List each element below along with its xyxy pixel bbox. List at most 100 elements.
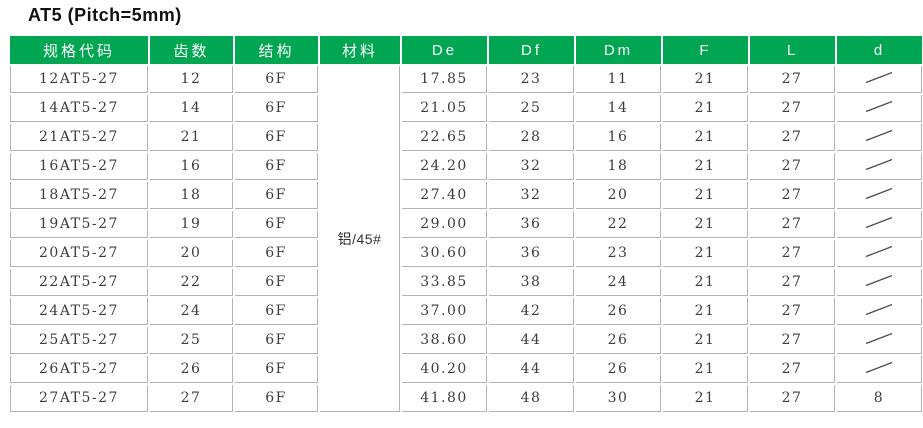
page-title: AT5 (Pitch=5mm) (28, 5, 182, 25)
cell-de: 29.00 (402, 211, 487, 238)
cell-dm: 23 (576, 240, 661, 267)
cell-f: 21 (663, 182, 748, 209)
cell-de: 33.85 (402, 269, 487, 296)
cell-structure: 6F (235, 211, 318, 238)
cell-teeth: 27 (150, 385, 233, 412)
cell-l: 27 (750, 211, 835, 238)
cell-df: 25 (489, 95, 574, 122)
cell-f: 21 (663, 240, 748, 267)
cell-df: 32 (489, 153, 574, 180)
header-cell-6: Dm (576, 36, 661, 64)
slash-icon (864, 245, 894, 258)
cell-structure: 6F (235, 240, 318, 267)
cell-teeth: 12 (150, 66, 233, 93)
header-cell-5: Df (489, 36, 574, 64)
cell-f: 21 (663, 153, 748, 180)
slash-icon (864, 187, 894, 200)
cell-code: 21AT5-27 (10, 124, 148, 151)
cell-d (837, 327, 922, 354)
cell-d (837, 240, 922, 267)
header-cell-3: 材料 (320, 36, 400, 64)
slash-icon (864, 216, 894, 229)
cell-code: 24AT5-27 (10, 298, 148, 325)
slash-icon (864, 361, 894, 374)
cell-d (837, 182, 922, 209)
cell-f: 21 (663, 66, 748, 93)
cell-df: 36 (489, 211, 574, 238)
cell-d: 8 (837, 385, 922, 412)
cell-f: 21 (663, 356, 748, 383)
cell-dm: 26 (576, 298, 661, 325)
cell-df: 38 (489, 269, 574, 296)
cell-code: 22AT5-27 (10, 269, 148, 296)
cell-dm: 16 (576, 124, 661, 151)
cell-df: 48 (489, 385, 574, 412)
cell-d (837, 95, 922, 122)
cell-code: 26AT5-27 (10, 356, 148, 383)
cell-de: 30.60 (402, 240, 487, 267)
cell-dm: 26 (576, 356, 661, 383)
cell-d (837, 356, 922, 383)
cell-f: 21 (663, 124, 748, 151)
cell-dm: 26 (576, 327, 661, 354)
table-row: 24AT5-27 24 6F 37.00 42 26 21 27 (10, 298, 922, 325)
cell-teeth: 22 (150, 269, 233, 296)
cell-f: 21 (663, 298, 748, 325)
cell-teeth: 24 (150, 298, 233, 325)
cell-dm: 30 (576, 385, 661, 412)
header-cell-9: d (837, 36, 922, 64)
cell-code: 25AT5-27 (10, 327, 148, 354)
cell-teeth: 16 (150, 153, 233, 180)
cell-structure: 6F (235, 356, 318, 383)
cell-df: 28 (489, 124, 574, 151)
cell-l: 27 (750, 182, 835, 209)
cell-l: 27 (750, 298, 835, 325)
cell-structure: 6F (235, 124, 318, 151)
cell-df: 36 (489, 240, 574, 267)
cell-l: 27 (750, 269, 835, 296)
cell-code: 19AT5-27 (10, 211, 148, 238)
cell-l: 27 (750, 356, 835, 383)
slash-icon (864, 303, 894, 316)
header-cell-4: De (402, 36, 487, 64)
slash-icon (864, 129, 894, 142)
cell-df: 44 (489, 356, 574, 383)
slash-icon (864, 100, 894, 113)
table-row: 19AT5-27 19 6F 29.00 36 22 21 27 (10, 211, 922, 238)
cell-teeth: 19 (150, 211, 233, 238)
cell-code: 20AT5-27 (10, 240, 148, 267)
cell-teeth: 26 (150, 356, 233, 383)
cell-l: 27 (750, 66, 835, 93)
cell-structure: 6F (235, 385, 318, 412)
cell-df: 32 (489, 182, 574, 209)
cell-de: 37.00 (402, 298, 487, 325)
slash-icon (864, 71, 894, 84)
cell-f: 21 (663, 211, 748, 238)
cell-teeth: 20 (150, 240, 233, 267)
cell-d (837, 153, 922, 180)
cell-dm: 11 (576, 66, 661, 93)
table-row: 25AT5-27 25 6F 38.60 44 26 21 27 (10, 327, 922, 354)
cell-de: 41.80 (402, 385, 487, 412)
table-row: 12AT5-27 12 6F 铝/45# 17.85 23 11 21 27 (10, 66, 922, 412)
cell-l: 27 (750, 327, 835, 354)
cell-de: 21.05 (402, 95, 487, 122)
cell-l: 27 (750, 385, 835, 412)
cell-df: 42 (489, 298, 574, 325)
cell-l: 27 (750, 153, 835, 180)
cell-df: 23 (489, 66, 574, 93)
slash-icon (864, 332, 894, 345)
header-cell-0: 规格代码 (10, 36, 148, 64)
header-cell-8: L (750, 36, 835, 64)
header-cell-2: 结构 (235, 36, 318, 64)
cell-structure: 6F (235, 66, 318, 93)
table-row: 21AT5-27 21 6F 22.65 28 16 21 27 (10, 124, 922, 151)
cell-d (837, 66, 922, 93)
cell-teeth: 14 (150, 95, 233, 122)
table-row: 20AT5-27 20 6F 30.60 36 23 21 27 (10, 240, 922, 267)
cell-code: 27AT5-27 (10, 385, 148, 412)
cell-teeth: 18 (150, 182, 233, 209)
cell-d (837, 298, 922, 325)
